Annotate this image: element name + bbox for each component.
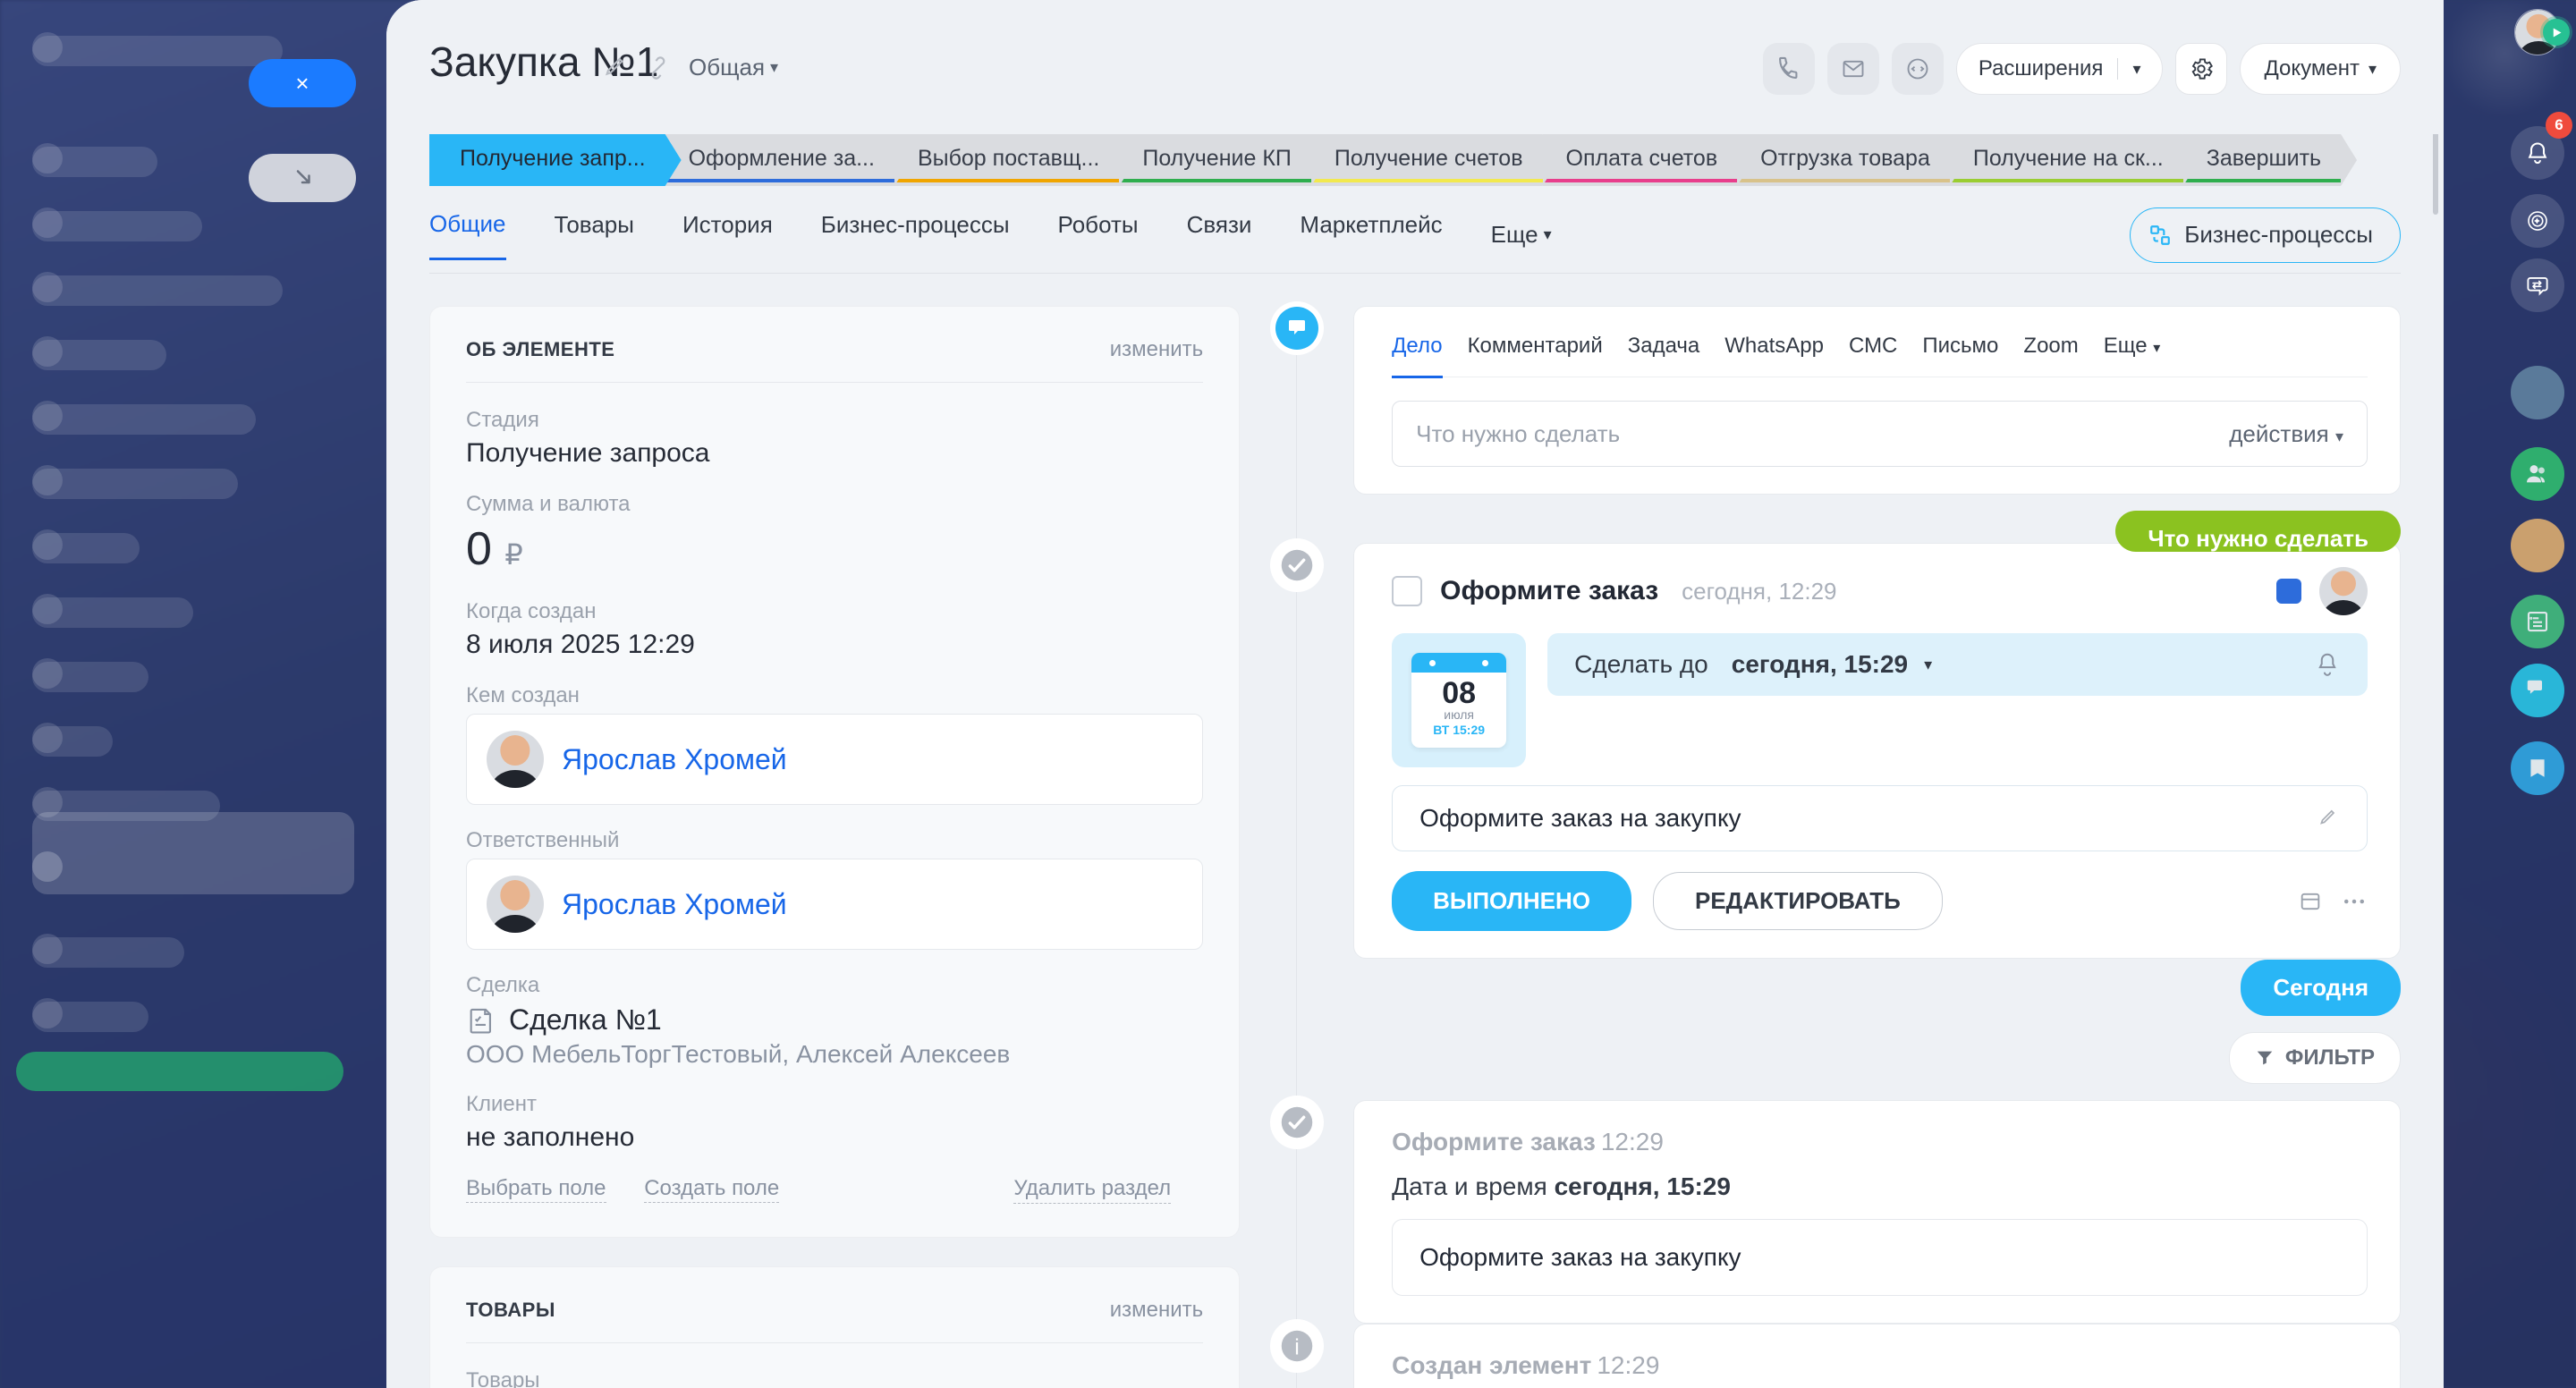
svg-text:i: i: [1294, 1335, 1300, 1360]
